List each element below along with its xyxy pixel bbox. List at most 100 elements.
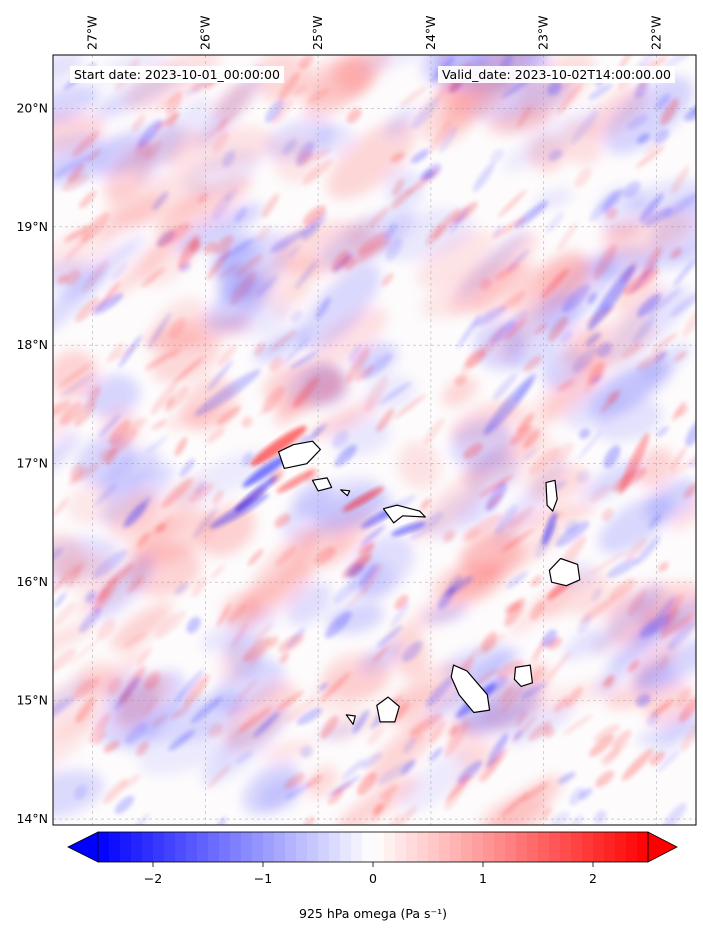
lon-tick-label: 23°W <box>536 15 551 50</box>
field-patch <box>298 263 381 351</box>
field-patch <box>562 626 602 662</box>
field-streak <box>297 150 314 165</box>
field-streak <box>269 356 283 372</box>
field-streak <box>609 578 636 600</box>
field-streak <box>429 719 446 744</box>
field-streak <box>234 207 248 223</box>
colorbar-step <box>98 832 110 862</box>
field-streak <box>144 140 163 159</box>
field-patch <box>397 441 441 490</box>
field-streak <box>423 417 445 445</box>
field-patch <box>285 582 332 626</box>
field-streak <box>587 362 605 386</box>
field-streak <box>229 270 257 306</box>
colorbar-tick-label: 0 <box>369 871 377 886</box>
field-feature <box>391 521 426 537</box>
field-streak <box>66 562 85 589</box>
field-streak <box>528 446 560 475</box>
field-streak <box>216 603 231 628</box>
field-streak <box>569 787 585 806</box>
field-streak <box>593 724 621 743</box>
island-outline <box>548 557 581 587</box>
field-streak <box>542 629 558 648</box>
field-streak <box>319 672 351 703</box>
colorbar: −2 −1 0 1 2 925 hPa omega (Pa s⁻¹) <box>67 831 678 921</box>
field-streak <box>585 332 601 347</box>
field-streak <box>92 549 128 579</box>
field-streak <box>420 498 431 510</box>
field-streak <box>360 525 386 546</box>
field-streak <box>353 239 391 264</box>
field-patch <box>589 582 663 657</box>
field-patch <box>416 229 494 288</box>
field-streak <box>635 145 665 169</box>
field-streak <box>320 715 339 740</box>
field-streak <box>664 193 696 219</box>
field-streak <box>293 376 320 408</box>
field-patch <box>164 126 276 175</box>
field-streak <box>144 515 174 540</box>
field-streak <box>385 238 403 262</box>
field-streak <box>222 150 236 168</box>
field-streak <box>670 247 683 259</box>
field-streak <box>510 424 533 445</box>
field-patch <box>276 525 350 579</box>
field-streak <box>486 492 503 510</box>
field-patch <box>134 95 211 184</box>
field-streak <box>172 355 205 384</box>
colorbar-step <box>175 832 187 862</box>
field-streak <box>437 586 455 610</box>
colorbar-step <box>406 832 418 862</box>
field-streak <box>492 373 518 400</box>
field-streak <box>489 320 517 344</box>
field-streak <box>523 428 541 449</box>
colorbar-tick-label: 1 <box>479 871 487 886</box>
field-streak <box>124 417 148 434</box>
field-streak <box>683 483 696 499</box>
field-patch <box>461 703 533 735</box>
colorbar-step <box>560 832 572 862</box>
field-streak <box>594 810 607 824</box>
field-streak <box>660 608 679 635</box>
field-streak <box>107 563 135 587</box>
field-streak <box>213 235 234 255</box>
colorbar-step <box>307 832 319 862</box>
island-outline <box>513 664 534 688</box>
field-streak <box>360 752 383 769</box>
field-streak <box>660 98 679 126</box>
field-streak <box>234 254 263 278</box>
field-streak <box>74 784 87 800</box>
field-streak <box>411 97 440 130</box>
field-streak <box>530 601 545 621</box>
omega-field <box>53 55 696 825</box>
lat-tick-label: 20°N <box>16 100 48 115</box>
field-streak <box>658 594 677 618</box>
field-streak <box>596 342 612 358</box>
field-streak <box>155 610 187 639</box>
field-patch <box>424 604 468 624</box>
field-patch <box>635 246 696 273</box>
field-streak <box>79 190 97 209</box>
field-streak <box>682 304 696 338</box>
field-streak <box>189 483 215 502</box>
colorbar-step <box>472 832 484 862</box>
field-streak <box>603 445 621 469</box>
field-streak <box>523 355 542 372</box>
colorbar-step <box>439 832 451 862</box>
field-streak <box>472 162 495 193</box>
field-streak <box>548 149 563 162</box>
field-streak <box>300 745 313 759</box>
field-streak <box>53 696 75 721</box>
field-streak <box>556 82 583 116</box>
field-streak <box>346 346 370 383</box>
field-streak <box>497 189 527 218</box>
colorbar-step <box>197 832 209 862</box>
field-streak <box>507 249 530 272</box>
field-streak <box>574 167 592 188</box>
field-streak <box>551 441 575 464</box>
field-streak <box>280 652 289 664</box>
colorbar-step <box>483 832 495 862</box>
field-streak <box>443 530 456 543</box>
field-streak <box>73 398 96 427</box>
